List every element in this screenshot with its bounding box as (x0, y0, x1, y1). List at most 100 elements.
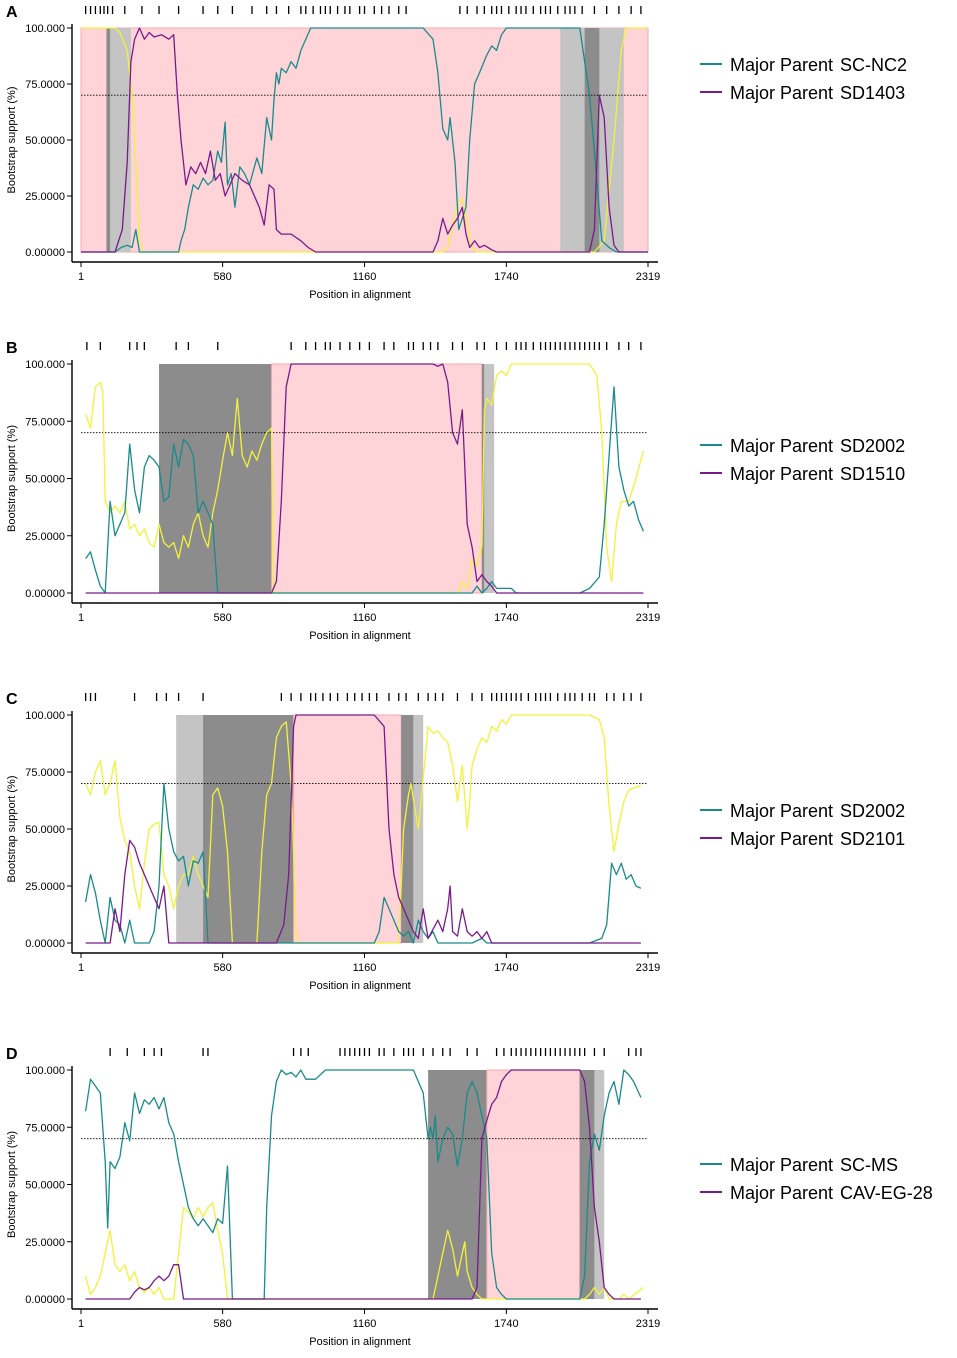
x-tick-label: 1160 (353, 271, 377, 283)
panel-c: C 0.00000 25.0000 50.0000 75.0000 100.000 1 580… (6, 691, 905, 992)
legend-parent-name: SC-NC2 (840, 55, 907, 75)
panel-letter: D (6, 1046, 18, 1063)
series-line (81, 27, 648, 253)
region-dark (401, 715, 414, 943)
legend-parent-name: SD1403 (840, 83, 905, 103)
x-tick-label: 1740 (494, 962, 518, 974)
panel-a: A 0.00000 25.0000 50.0000 75.0000 100.000 1 580… (6, 4, 907, 301)
legend-label: Major Parent SC-MS (730, 1155, 898, 1175)
x-tick-label: 1160 (353, 1318, 377, 1330)
x-tick-label: 1 (78, 612, 84, 624)
x-tick-label: 1160 (353, 962, 377, 974)
series-line (84, 1202, 644, 1300)
legend-parent-name: SD2002 (840, 436, 905, 456)
x-tick-label: 580 (213, 962, 231, 974)
x-axis-title: Position in alignment (309, 1336, 411, 1348)
y-axis-title: Bootstrap support (%) (6, 87, 18, 194)
legend-prefix: Major Parent (730, 801, 833, 821)
legend-prefix: Major Parent (730, 436, 833, 456)
x-tick-label: 2319 (636, 271, 660, 283)
x-tick-label: 580 (213, 612, 231, 624)
series-line (84, 1069, 642, 1300)
region-light (484, 364, 495, 593)
x-tick-label: 1160 (353, 612, 377, 624)
x-tick-label: 2319 (636, 962, 660, 974)
region-dark (579, 1070, 595, 1299)
y-tick-label: 25.0000 (25, 1237, 65, 1249)
region-pink (486, 1069, 581, 1300)
y-tick-label: 0.00000 (25, 938, 65, 950)
x-tick-label: 1 (78, 962, 84, 974)
series-line (84, 782, 642, 944)
legend-prefix: Major Parent (730, 464, 833, 484)
region-light (594, 1070, 605, 1299)
series-line (85, 363, 644, 594)
region-pink (271, 363, 483, 594)
x-tick-label: 1 (78, 271, 84, 283)
legend-prefix: Major Parent (730, 55, 833, 75)
legend-label: Major Parent SD1510 (730, 464, 905, 484)
series-line (81, 27, 648, 253)
y-tick-label: 50.0000 (25, 474, 65, 486)
y-axis-title: Bootstrap support (%) (6, 1131, 18, 1238)
x-tick-label: 580 (213, 1318, 231, 1330)
x-tick-label: 1740 (494, 612, 518, 624)
legend-parent-name: CAV-EG-28 (840, 1183, 933, 1203)
y-tick-label: 0.00000 (25, 247, 65, 259)
region-dark (203, 715, 294, 943)
x-axis-title: Position in alignment (309, 289, 411, 301)
x-tick-label: 1740 (494, 271, 518, 283)
y-tick-label: 50.0000 (25, 824, 65, 836)
series-line (85, 714, 641, 944)
region-light (176, 715, 204, 943)
legend-parent-name: SD2002 (840, 801, 905, 821)
legend-parent-name: SC-MS (840, 1155, 898, 1175)
panel-letter: C (6, 691, 18, 708)
y-tick-label: 100.000 (25, 710, 65, 722)
x-tick-label: 1 (78, 1318, 84, 1330)
region-dark (106, 28, 111, 252)
y-tick-label: 100.000 (25, 359, 65, 371)
x-axis-title: Position in alignment (309, 980, 411, 992)
legend-label: Major Parent SD2002 (730, 801, 905, 821)
x-tick-label: 1740 (494, 1318, 518, 1330)
y-tick-label: 0.00000 (25, 588, 65, 600)
legend-label: Major Parent SD2002 (730, 436, 905, 456)
series-line (81, 27, 648, 253)
y-tick-label: 75.0000 (25, 767, 65, 779)
y-tick-label: 75.0000 (25, 1122, 65, 1134)
legend-parent-name: SD2101 (840, 829, 905, 849)
y-tick-label: 50.0000 (25, 135, 65, 147)
y-tick-label: 25.0000 (25, 881, 65, 893)
legend-label: Major Parent SD2101 (730, 829, 905, 849)
y-tick-label: 75.0000 (25, 79, 65, 91)
series-line (85, 1069, 641, 1300)
y-tick-label: 100.000 (25, 1065, 65, 1077)
legend-parent-name: SD1510 (840, 464, 905, 484)
y-tick-label: 25.0000 (25, 531, 65, 543)
x-tick-label: 580 (213, 271, 231, 283)
y-tick-label: 75.0000 (25, 416, 65, 428)
panel-d: D 0.00000 25.0000 50.0000 75.0000 100.000 1 580… (6, 1046, 933, 1348)
y-axis-title: Bootstrap support (%) (6, 776, 18, 883)
y-tick-label: 100.000 (25, 23, 65, 35)
panel-letter: A (6, 4, 18, 21)
legend-prefix: Major Parent (730, 1155, 833, 1175)
panel-letter: B (6, 340, 18, 357)
y-tick-label: 0.00000 (25, 1294, 65, 1306)
series-line (85, 386, 644, 594)
region-light (106, 28, 131, 252)
y-tick-label: 25.0000 (25, 191, 65, 203)
region-dark (428, 1070, 487, 1299)
legend-prefix: Major Parent (730, 829, 833, 849)
x-tick-label: 2319 (636, 612, 660, 624)
legend-prefix: Major Parent (730, 1183, 833, 1203)
legend-label: Major Parent SC-NC2 (730, 55, 907, 75)
legend-prefix: Major Parent (730, 83, 833, 103)
series-line (84, 363, 645, 594)
legend-label: Major Parent SD1403 (730, 83, 905, 103)
x-tick-label: 2319 (636, 1318, 660, 1330)
panel-b: B 0.00000 25.0000 50.0000 75.0000 100.000 1 580… (6, 340, 905, 642)
legend-label: Major Parent CAV-EG-28 (730, 1183, 933, 1203)
